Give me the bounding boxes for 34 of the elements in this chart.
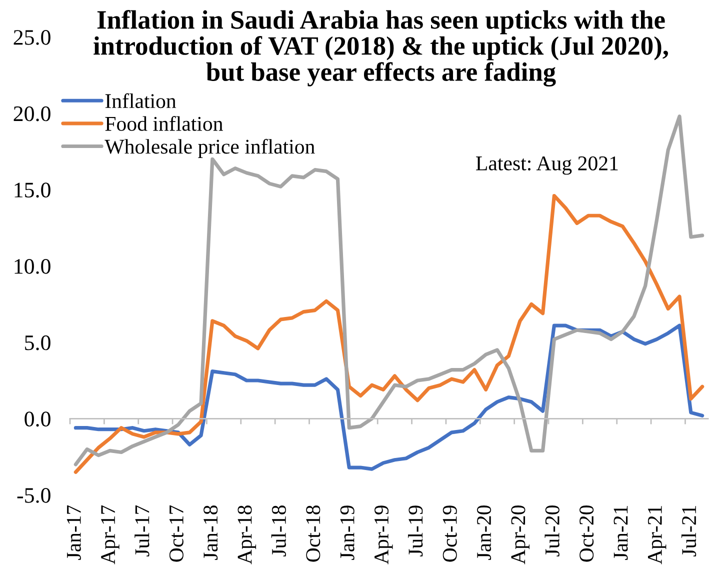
- y-tick-label: -5.0: [17, 488, 50, 503]
- y-tick-label: 25.0: [14, 30, 50, 45]
- annotation: Latest: Aug 2021: [476, 156, 618, 175]
- chart-title: Inflation in Saudi Arabia has seen upticks with the introduction of VAT (2018) & the uptick (Jul 2020), but base year effects are fading: [94, 10, 668, 87]
- x-tick-label: Jul-21: [681, 506, 696, 556]
- x-tick-label: Jan-20: [476, 506, 492, 560]
- y-tick-label: 15.0: [14, 182, 50, 198]
- x-tick-label: Oct-17: [169, 505, 184, 562]
- x-tick-label: Apr-17: [101, 505, 120, 564]
- y-tick-label: 10.0: [14, 259, 50, 274]
- x-tick-label: Oct-20: [580, 506, 594, 562]
- x-tick-label: Jul-19: [408, 506, 423, 556]
- y-tick-label: 20.0: [14, 106, 50, 122]
- legend-label: Inflation: [105, 93, 176, 108]
- line-series: [74, 114, 704, 466]
- y-tick-label: 5.0: [25, 335, 50, 350]
- x-tick-label: Jul-20: [544, 506, 560, 556]
- x-tick-label: Apr-20: [511, 506, 530, 564]
- legend-label: Wholesale price inflation: [104, 138, 315, 158]
- x-tick-label: Apr-21: [648, 506, 666, 564]
- x-tick-label: Jan-19: [340, 506, 354, 560]
- x-tick-label: Oct-19: [442, 506, 457, 562]
- x-tick-label: Jul-18: [271, 506, 286, 556]
- legend-label: Food inflation: [105, 116, 223, 131]
- line-series: [74, 194, 704, 474]
- x-tick-label: Jan-17: [66, 505, 81, 560]
- y-tick-label: 0.0: [24, 412, 50, 427]
- x-tick-label: Jan-21: [614, 506, 628, 560]
- x-tick-label: Oct-18: [306, 506, 320, 562]
- x-tick-label: Apr-18: [238, 506, 256, 564]
- x-tick-label: Jul-17: [134, 505, 150, 556]
- line-series: [74, 324, 704, 471]
- x-tick-label: Apr-19: [374, 506, 393, 564]
- x-tick-label: Jan-18: [204, 506, 218, 560]
